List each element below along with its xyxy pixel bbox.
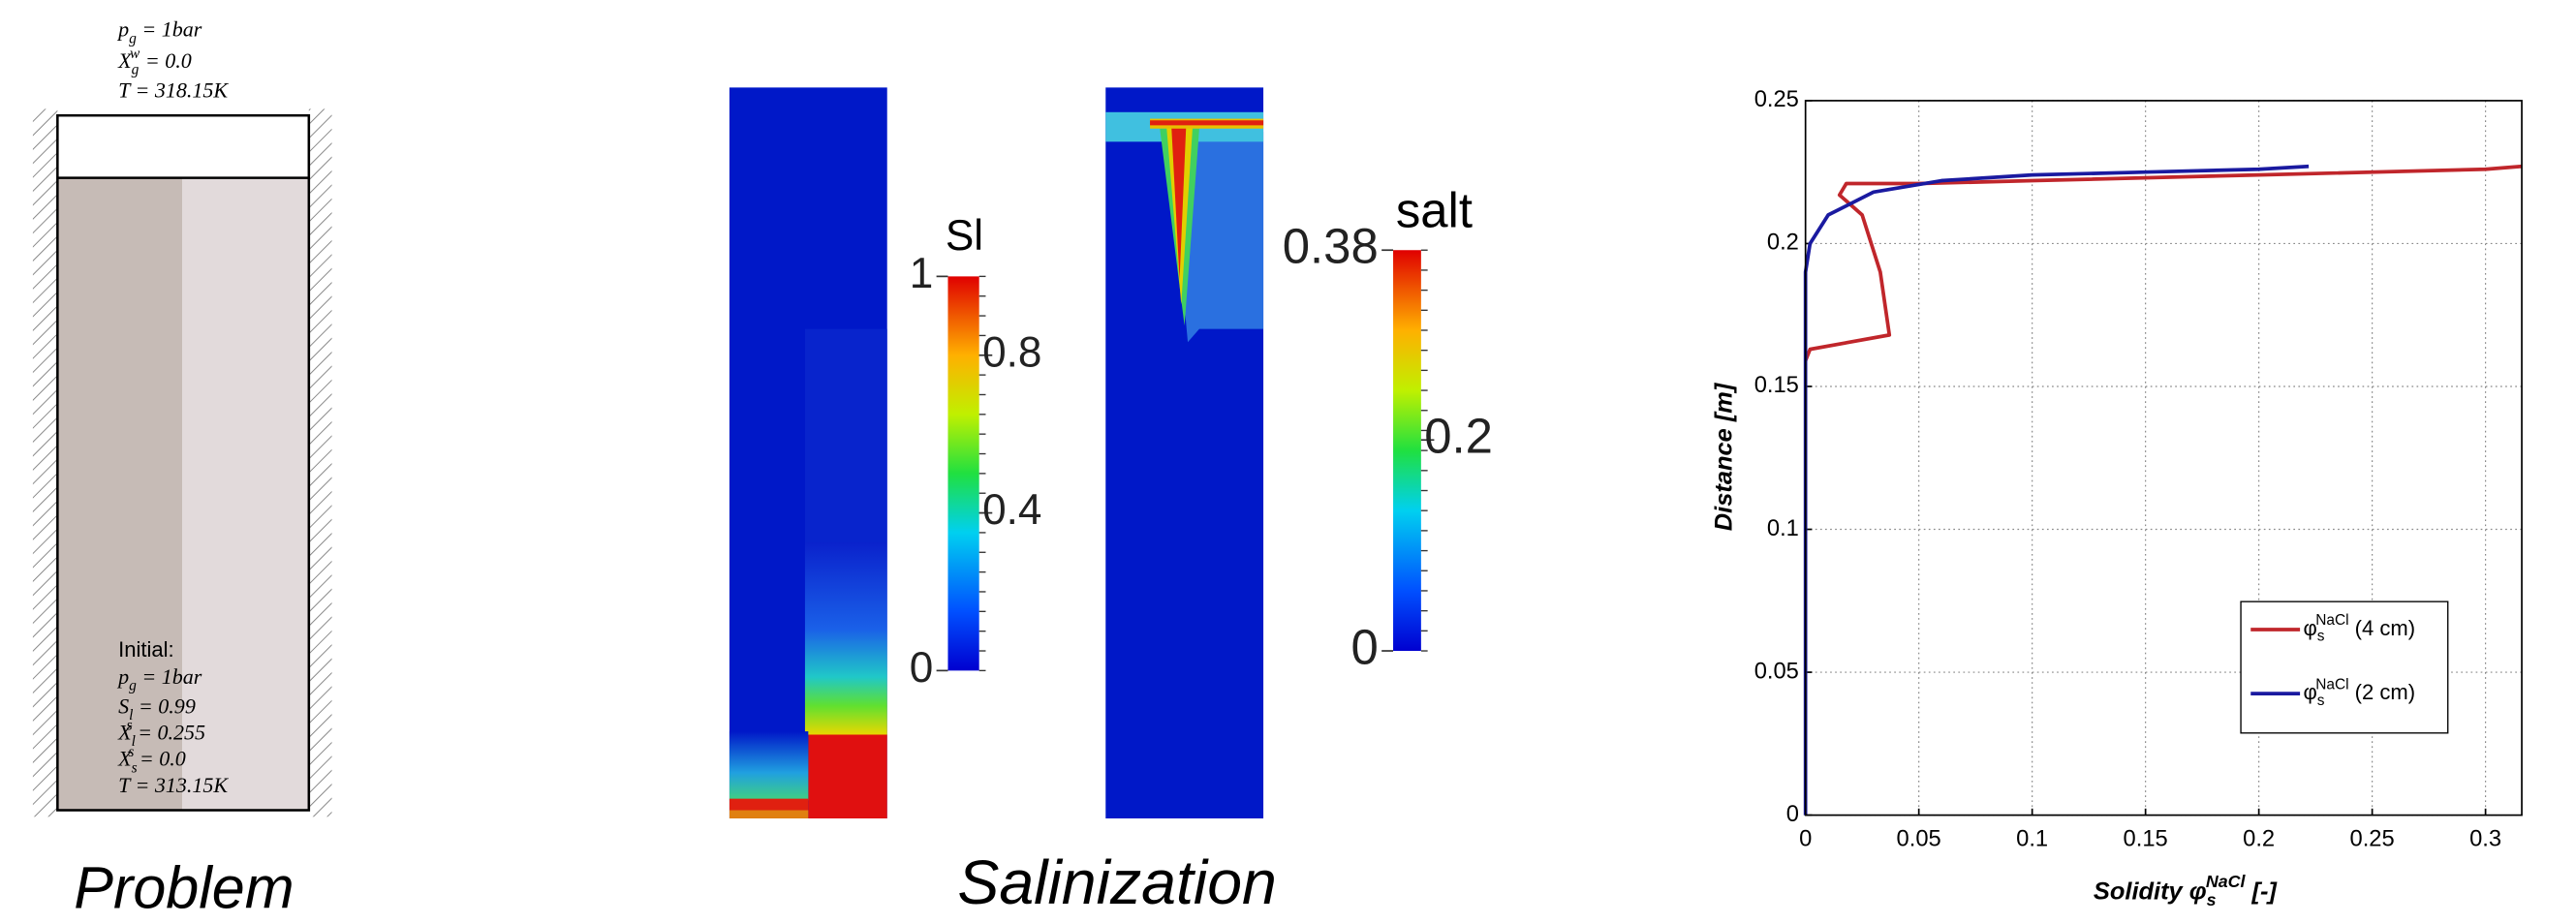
- field-region: [729, 731, 809, 801]
- x-tick-label: 0.25: [2350, 826, 2395, 851]
- caption: Problem: [74, 854, 294, 920]
- x-tick-label: 0: [1799, 826, 1812, 851]
- condition: Xgw = 0.0: [117, 46, 192, 78]
- condition: Sl = 0.99: [118, 693, 196, 723]
- y-tick-label: 0.25: [1754, 87, 1799, 112]
- gas-region: [57, 115, 309, 178]
- chart: 0 0.05 0.1 0.15 0.2 0.25 0.3 0 0.05 0.1 0.15 0.2 0.2…: [1754, 87, 2523, 851]
- wall-hatch: [308, 108, 332, 817]
- x-tick-label: 0.2: [2243, 826, 2275, 851]
- colorbar-tick-label: 0: [1350, 619, 1378, 674]
- legend-box: [2240, 601, 2449, 734]
- colorbar-tick-label: 0.8: [982, 328, 1041, 376]
- y-tick-label: 0: [1786, 802, 1799, 827]
- field-sl: [729, 87, 887, 818]
- condition: Xss = 0.0: [117, 743, 186, 776]
- initial-heading: Initial:: [118, 637, 174, 662]
- domain-border: [56, 113, 311, 812]
- condition: pg = 1bar: [116, 17, 202, 46]
- field-region: [808, 734, 887, 818]
- series-line: [1803, 164, 2310, 816]
- colorbar-tick-label: 1: [910, 250, 934, 297]
- colorbar-tick-label: 0: [910, 644, 934, 692]
- legend-label: φsNaCl (4 cm): [2303, 612, 2415, 645]
- colorbar-title: Sl: [946, 212, 983, 260]
- x-tick-label: 0.1: [2016, 826, 2048, 851]
- x-tick-label: 0.3: [2469, 826, 2501, 851]
- condition: pg = 1bar: [116, 664, 202, 693]
- field-salt: [1105, 87, 1264, 818]
- field-region: [1150, 120, 1264, 126]
- condition: Xls = 0.255: [117, 717, 205, 750]
- field-region: [729, 810, 809, 818]
- colorbar: salt 0 0.2 0.38: [1283, 182, 1493, 674]
- series-line: [1803, 164, 2523, 362]
- caption: Salinization: [957, 847, 1277, 917]
- wall-hatch: [32, 108, 58, 817]
- colorbar-gradient: [1393, 250, 1421, 652]
- x-tick-label: 0.15: [2124, 826, 2168, 851]
- problem-panel: pg = 1bar Xgw = 0.0 T = 318.15K Initial:…: [32, 17, 332, 920]
- colorbar-tick-label: 0.2: [1424, 409, 1493, 464]
- y-tick-label: 0.15: [1754, 373, 1799, 398]
- colorbar-gradient: [947, 276, 979, 671]
- y-tick-label: 0.05: [1754, 659, 1799, 684]
- y-axis-label: Distance [m]: [1710, 382, 1737, 531]
- colorbar: Sl 0 0.4 0.8 1: [910, 212, 1042, 692]
- colorbar-tick-label: 0.4: [982, 486, 1041, 534]
- legend-label: φsNaCl (2 cm): [2303, 676, 2415, 709]
- x-tick-label: 0.05: [1897, 826, 1941, 851]
- colorbar-title: salt: [1396, 182, 1473, 237]
- domain-right: [182, 177, 309, 811]
- domain-left: [57, 177, 183, 811]
- y-tick-label: 0.1: [1767, 516, 1799, 541]
- y-tick-label: 0.2: [1767, 231, 1799, 256]
- condition: T = 318.15K: [118, 78, 229, 103]
- x-axis-label: Solidity φsNaCl [-]: [2094, 872, 2279, 909]
- field-region: [1171, 125, 1187, 280]
- condition: T = 313.15K: [118, 773, 229, 797]
- field-region: [804, 328, 887, 543]
- field-region: [729, 798, 809, 811]
- colorbar-tick-label: 0.38: [1283, 219, 1379, 274]
- plot-border: [1804, 100, 2523, 816]
- legend: φsNaCl (4 cm) φsNaCl (2 cm): [2240, 601, 2449, 734]
- field-region: [804, 542, 887, 735]
